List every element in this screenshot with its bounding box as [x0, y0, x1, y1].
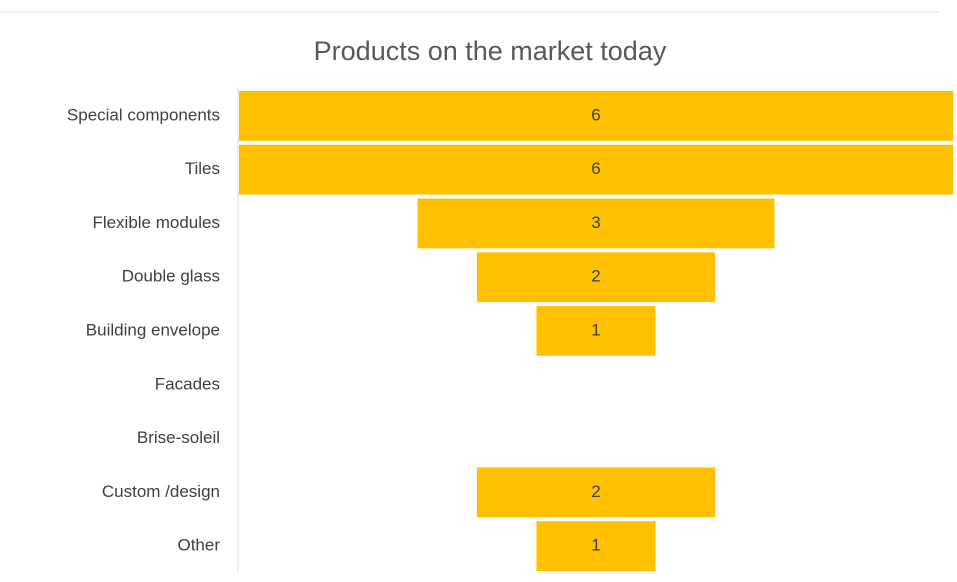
- data-label: 1: [591, 536, 600, 555]
- bar: [477, 467, 715, 518]
- data-label: 6: [591, 105, 600, 124]
- data-label: 3: [591, 213, 600, 232]
- category-label: Tiles: [185, 159, 220, 178]
- data-label: 2: [591, 482, 600, 501]
- category-label: Custom /design: [102, 482, 220, 501]
- bar: [536, 521, 656, 571]
- data-label: 2: [591, 267, 600, 286]
- bar: [417, 198, 775, 249]
- bar: [477, 252, 715, 303]
- category-label: Flexible modules: [92, 213, 220, 232]
- bar: [239, 144, 953, 195]
- bar: [239, 91, 953, 141]
- chart-title: Products on the market today: [314, 36, 667, 66]
- category-label: Building envelope: [86, 320, 220, 339]
- data-label: 6: [591, 159, 600, 178]
- category-label: Double glass: [122, 267, 220, 286]
- category-label: Special components: [67, 105, 220, 124]
- category-label: Other: [177, 536, 220, 555]
- category-label: Brise-soleil: [137, 428, 220, 447]
- bar: [536, 306, 656, 356]
- data-label: 1: [591, 320, 600, 339]
- category-label: Facades: [155, 374, 220, 393]
